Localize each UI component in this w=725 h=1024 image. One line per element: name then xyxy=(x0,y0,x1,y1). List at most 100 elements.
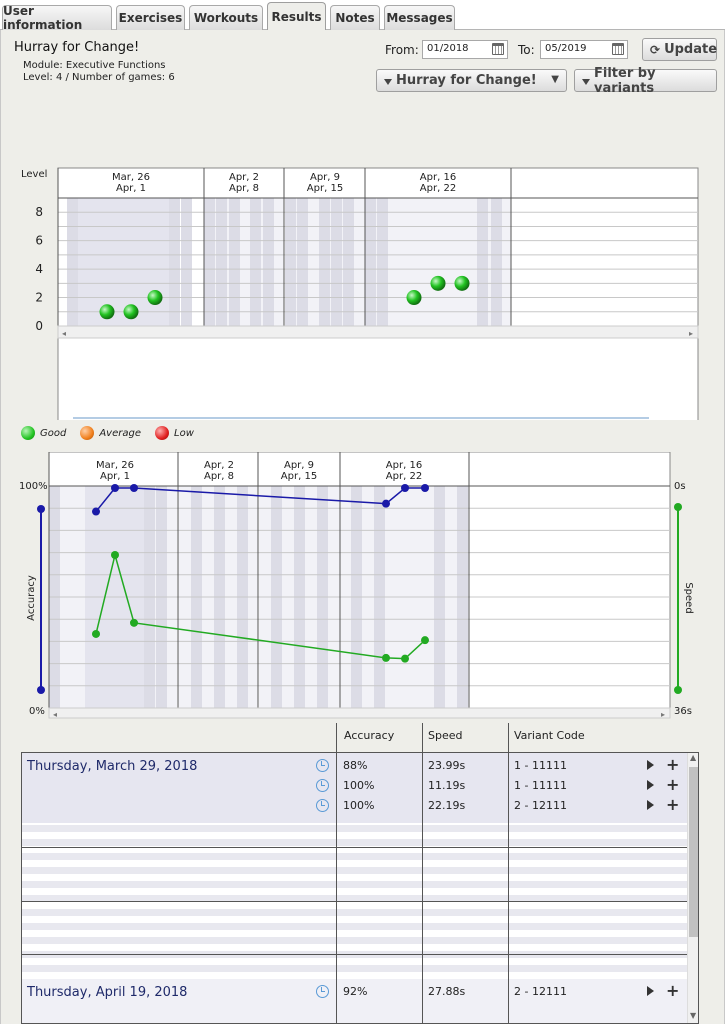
week-label-bottom: Apr, 8 xyxy=(204,471,234,482)
accuracy-point xyxy=(130,484,138,492)
scroll-up-icon[interactable]: ▲ xyxy=(690,753,697,762)
level-point xyxy=(430,275,446,291)
week-label-bottom: Apr, 15 xyxy=(307,183,343,194)
speed-range-top xyxy=(674,503,682,511)
clock-icon[interactable] xyxy=(316,759,329,772)
exercise-filter-label: Hurray for Change! xyxy=(396,73,537,88)
module-label: Module: Executive Functions xyxy=(23,60,166,71)
week-label-top: Apr, 9 xyxy=(310,172,340,183)
add-icon[interactable]: + xyxy=(666,755,680,774)
week-label-top: Apr, 9 xyxy=(284,460,314,471)
week-label-top: Apr, 2 xyxy=(229,172,259,183)
scroll-left-icon: ◂ xyxy=(53,710,57,719)
add-icon[interactable]: + xyxy=(666,795,680,814)
play-icon[interactable] xyxy=(647,760,654,770)
update-button[interactable]: ⟳ Update xyxy=(642,38,717,61)
speed-point xyxy=(421,636,429,645)
week-label-top: Mar, 26 xyxy=(96,460,134,471)
calendar-icon[interactable] xyxy=(612,43,624,55)
speed-axis-bottom: 36s xyxy=(674,706,692,717)
play-icon[interactable] xyxy=(647,986,654,996)
week-label-bottom: Apr, 8 xyxy=(229,183,259,194)
accuracy-point xyxy=(382,499,390,508)
speed-point xyxy=(382,653,390,662)
legend-good: Good xyxy=(40,427,67,439)
variant-cell: 1 - 11111 xyxy=(514,759,567,772)
add-icon[interactable]: + xyxy=(666,981,680,1000)
session-date: Thursday, March 29, 2018 xyxy=(27,759,198,774)
variant-filter-button[interactable]: Filter by variants xyxy=(574,66,717,96)
y-tick-label: 4 xyxy=(35,262,43,276)
accuracy-cell: 100% xyxy=(343,779,375,792)
header-accuracy: Accuracy xyxy=(344,729,395,742)
tab-messages[interactable]: Messages xyxy=(384,5,455,30)
week-label-top: Apr, 16 xyxy=(420,172,456,183)
play-icon[interactable] xyxy=(647,780,654,790)
calendar-icon[interactable] xyxy=(492,43,504,55)
week-label-bottom: Apr, 15 xyxy=(281,471,317,482)
legend-low-dot xyxy=(155,426,169,440)
scroll-down-icon[interactable]: ▼ xyxy=(690,1011,697,1020)
scroll-left-icon: ◂ xyxy=(62,329,66,338)
speed-cell: 23.99s xyxy=(428,759,466,772)
variant-cell: 1 - 11111 xyxy=(514,779,567,792)
accuracy-axis-label: Accuracy xyxy=(26,575,37,621)
tab-results[interactable]: Results xyxy=(267,2,326,31)
legend-good-dot xyxy=(21,426,35,440)
clock-icon[interactable] xyxy=(316,985,329,998)
level-point xyxy=(147,290,163,306)
session-date: Thursday, April 19, 2018 xyxy=(27,985,188,1000)
add-icon[interactable]: + xyxy=(666,775,680,794)
tab-exercises[interactable]: Exercises xyxy=(116,5,185,30)
accuracy-cell: 92% xyxy=(343,985,368,998)
week-label-top: Mar, 26 xyxy=(112,172,150,183)
accuracy-axis-bottom: 0% xyxy=(29,706,45,717)
scrollbar-thumb[interactable] xyxy=(689,767,698,937)
dropdown-arrow-icon: ▼ xyxy=(551,74,559,85)
speed-cell: 22.19s xyxy=(428,799,466,812)
speed-cell: 27.88s xyxy=(428,985,466,998)
table-scrollbar[interactable]: ▲ ▼ xyxy=(687,753,698,1023)
results-panel: Hurray for Change! Module: Executive Fun… xyxy=(0,30,725,1024)
legend-low: Low xyxy=(174,427,194,439)
clock-icon[interactable] xyxy=(316,779,329,792)
accuracy-cell: 100% xyxy=(343,799,375,812)
speed-point xyxy=(111,551,119,560)
level-games-label: Level: 4 / Number of games: 6 xyxy=(23,72,175,83)
chart-scrollbar xyxy=(48,707,671,719)
legend-average-dot xyxy=(80,426,95,440)
filter-icon xyxy=(582,78,590,85)
to-date-field[interactable]: 05/2019 xyxy=(540,40,628,59)
y-tick-label: 8 xyxy=(35,205,43,219)
to-date-value: 05/2019 xyxy=(545,43,587,54)
y-tick-label: 0 xyxy=(35,319,43,333)
header-speed: Speed xyxy=(428,729,463,742)
exercise-filter-dropdown[interactable]: Hurray for Change! ▼ xyxy=(376,69,567,92)
play-icon[interactable] xyxy=(647,800,654,810)
tab-workouts[interactable]: Workouts xyxy=(189,5,263,30)
accuracy-range-bottom xyxy=(37,686,45,694)
accuracy-point xyxy=(421,484,429,492)
speed-axis-label: Speed xyxy=(683,582,694,613)
tab-user-information[interactable]: User information xyxy=(2,4,112,32)
update-label: Update xyxy=(664,42,718,57)
week-label-top: Apr, 2 xyxy=(204,460,234,471)
tab-notes[interactable]: Notes xyxy=(330,5,380,30)
scroll-right-icon: ▸ xyxy=(689,329,693,338)
results-table: Accuracy Speed Variant Code Thursday, Ma… xyxy=(21,723,699,1024)
from-label: From: xyxy=(385,43,419,57)
from-date-value: 01/2018 xyxy=(427,43,469,54)
from-date-field[interactable]: 01/2018 xyxy=(422,40,508,59)
week-label-bottom: Apr, 22 xyxy=(420,183,456,194)
speed-point xyxy=(401,654,409,663)
level-point xyxy=(123,304,139,320)
speed-point xyxy=(92,629,100,638)
refresh-icon: ⟳ xyxy=(650,42,661,57)
clock-icon[interactable] xyxy=(316,799,329,812)
y-axis-label: Level xyxy=(21,169,47,180)
speed-cell: 11.19s xyxy=(428,779,466,792)
tab-bar: User information Exercises Workouts Resu… xyxy=(0,0,725,32)
accuracy-range-top xyxy=(37,505,45,513)
